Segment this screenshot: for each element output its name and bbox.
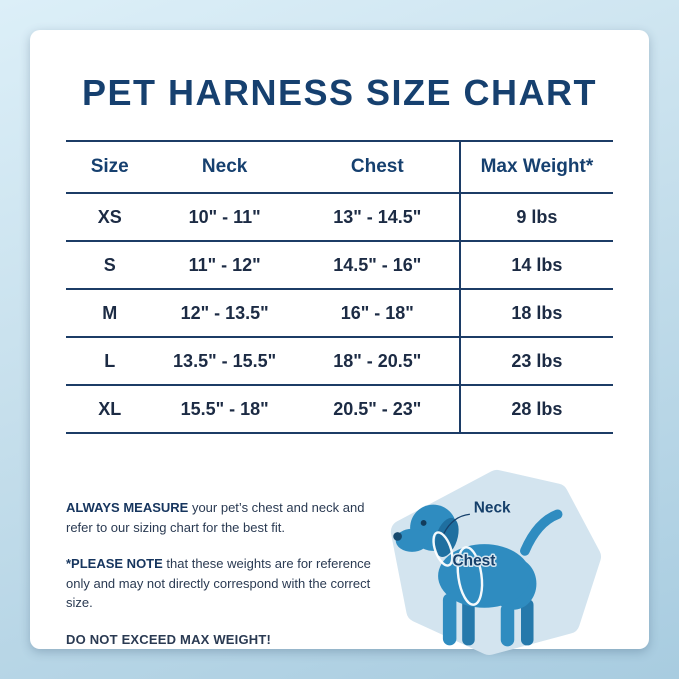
size-cell: M [102, 302, 118, 323]
size-cell: XS [97, 206, 122, 227]
max-weight-warning: DO NOT EXCEED MAX WEIGHT! [66, 631, 272, 647]
table-row-m: M 12" - 13.5" 16" - 18" 18 lbs [66, 289, 613, 337]
dog-nose [393, 532, 402, 541]
chest-cell: 20.5" - 23" [333, 398, 422, 419]
column-header-size: Size [90, 156, 129, 177]
table-row-xl: XL 15.5" - 18" 20.5" - 23" 28 lbs [66, 385, 613, 433]
neck-cell: 10" - 11" [188, 206, 261, 227]
size-cell: S [103, 254, 116, 275]
dog-rear-leg [500, 602, 515, 647]
column-header-chest: Chest [350, 156, 404, 177]
chest-cell: 13" - 14.5" [333, 206, 422, 227]
neck-label-connector [443, 513, 470, 534]
please-note-text: that these weights are for reference onl… [66, 556, 371, 610]
neck-cell: 11" - 12" [188, 254, 261, 275]
chest-cell: 18" - 20.5" [333, 350, 422, 371]
dog-front-leg-far [462, 597, 475, 646]
chest-cell: 14.5" - 16" [333, 254, 422, 275]
max-weight-cell: 14 lbs [458, 241, 613, 289]
neck-cell: 13.5" - 15.5" [173, 350, 277, 371]
chest-measure-loop [456, 546, 484, 606]
table-row-s: S 11" - 12" 14.5" - 16" 14 lbs [66, 241, 613, 289]
size-cell: XL [98, 398, 122, 419]
dog-diagram-svg: Neck Chest [390, 469, 602, 656]
dog-measurement-illustration: Neck Chest [375, 468, 613, 656]
measure-note-lead: ALWAYS MEASURE [66, 500, 189, 515]
footer-section: ALWAYS MEASURE your pet’s chest and neck… [66, 466, 613, 666]
size-cell: L [104, 350, 116, 371]
dog-eye [420, 520, 427, 526]
size-chart-table: Size Neck Chest Max Weight* XS 10" - 11"… [66, 140, 613, 434]
neck-measure-loop [432, 531, 454, 567]
chest-cell: 16" - 18" [340, 302, 414, 323]
table-row-xs: XS 10" - 11" 13" - 14.5" 9 lbs [66, 193, 613, 241]
chest-label: Chest [453, 552, 496, 569]
max-weight-cell: 18 lbs [458, 289, 613, 337]
dog-rear-leg-far [520, 599, 534, 646]
table-row-l: L 13.5" - 15.5" 18" - 20.5" 23 lbs [66, 337, 613, 385]
max-weight-cell: 9 lbs [458, 193, 613, 241]
please-note: *PLEASE NOTE that these weights are for … [66, 554, 375, 613]
size-chart-card: PET HARNESS SIZE CHART Size Neck Chest M… [30, 30, 649, 656]
header-row: Size Neck Chest Max Weight* [66, 141, 613, 193]
max-weight-cell: 23 lbs [458, 337, 613, 385]
please-note-lead: *PLEASE NOTE [66, 556, 163, 571]
measurement-notes: ALWAYS MEASURE your pet’s chest and neck… [66, 498, 375, 666]
neck-cell: 12" - 13.5" [180, 302, 269, 323]
column-header-max-weight: Max Weight* [458, 141, 613, 193]
measure-note: ALWAYS MEASURE your pet’s chest and neck… [66, 498, 375, 537]
max-weight-cell: 28 lbs [458, 385, 613, 433]
page-title: PET HARNESS SIZE CHART [81, 72, 598, 113]
measure-note-text: your pet’s chest and neck and refer to o… [66, 500, 365, 535]
column-header-neck: Neck [201, 156, 248, 177]
dog-front-leg [442, 593, 457, 646]
dog-tail [520, 509, 563, 556]
neck-label: Neck [474, 499, 511, 516]
dog-muzzle [395, 528, 429, 552]
dog-silhouette [393, 504, 563, 647]
neck-cell: 15.5" - 18" [180, 398, 269, 419]
